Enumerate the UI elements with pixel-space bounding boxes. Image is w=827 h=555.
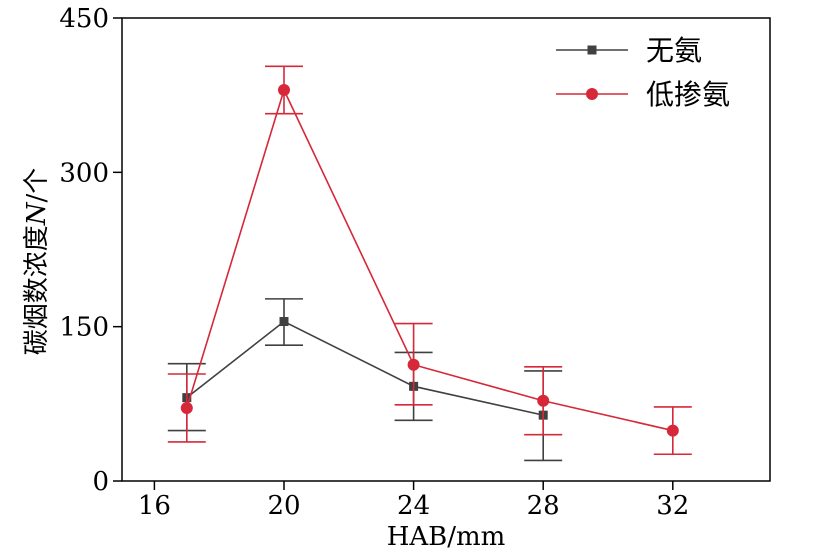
x-axis-title: HAB/mm (387, 522, 506, 552)
y-axis-title-prefix: 碳烟数浓度 (22, 225, 52, 355)
y-tick-label: 300 (59, 158, 109, 188)
series-line (186, 320, 544, 416)
data-point (279, 317, 289, 327)
data-point (666, 424, 679, 437)
y-axis-ticks: 0 150 300 450 (59, 4, 122, 497)
legend: 无氨 低掺氨 (556, 34, 730, 111)
series-layer (167, 65, 692, 462)
data-point (407, 358, 420, 371)
x-tick-label: 20 (267, 491, 300, 521)
y-axis-title-suffix: /个 (22, 168, 52, 203)
legend-item-low-ammonia: 低掺氨 (556, 78, 730, 111)
data-point (278, 84, 290, 97)
series-0 (167, 298, 563, 462)
plot-frame (121, 17, 771, 482)
legend-item-no-ammonia: 无氨 (556, 34, 702, 67)
y-tick-label: 150 (59, 313, 109, 343)
legend-label-low-ammonia: 低掺氨 (646, 78, 730, 111)
x-axis-ticks: 16 20 24 28 32 (138, 481, 689, 521)
x-tick-label: 24 (397, 491, 430, 521)
x-tick-label: 32 (656, 491, 689, 521)
series-1 (167, 65, 692, 456)
x-tick-label: 16 (138, 491, 171, 521)
legend-marker-circle (586, 88, 598, 100)
x-tick-label: 28 (527, 491, 560, 521)
data-point (537, 394, 550, 407)
legend-label-no-ammonia: 无氨 (646, 34, 702, 67)
series-line (186, 87, 673, 432)
y-tick-label: 450 (59, 4, 109, 34)
y-axis-title: 碳烟数浓度N/个 (22, 168, 52, 356)
data-point (180, 401, 193, 414)
legend-marker-square (587, 45, 597, 55)
y-tick-label: 0 (92, 467, 109, 497)
y-axis-title-variable: N (22, 201, 52, 226)
